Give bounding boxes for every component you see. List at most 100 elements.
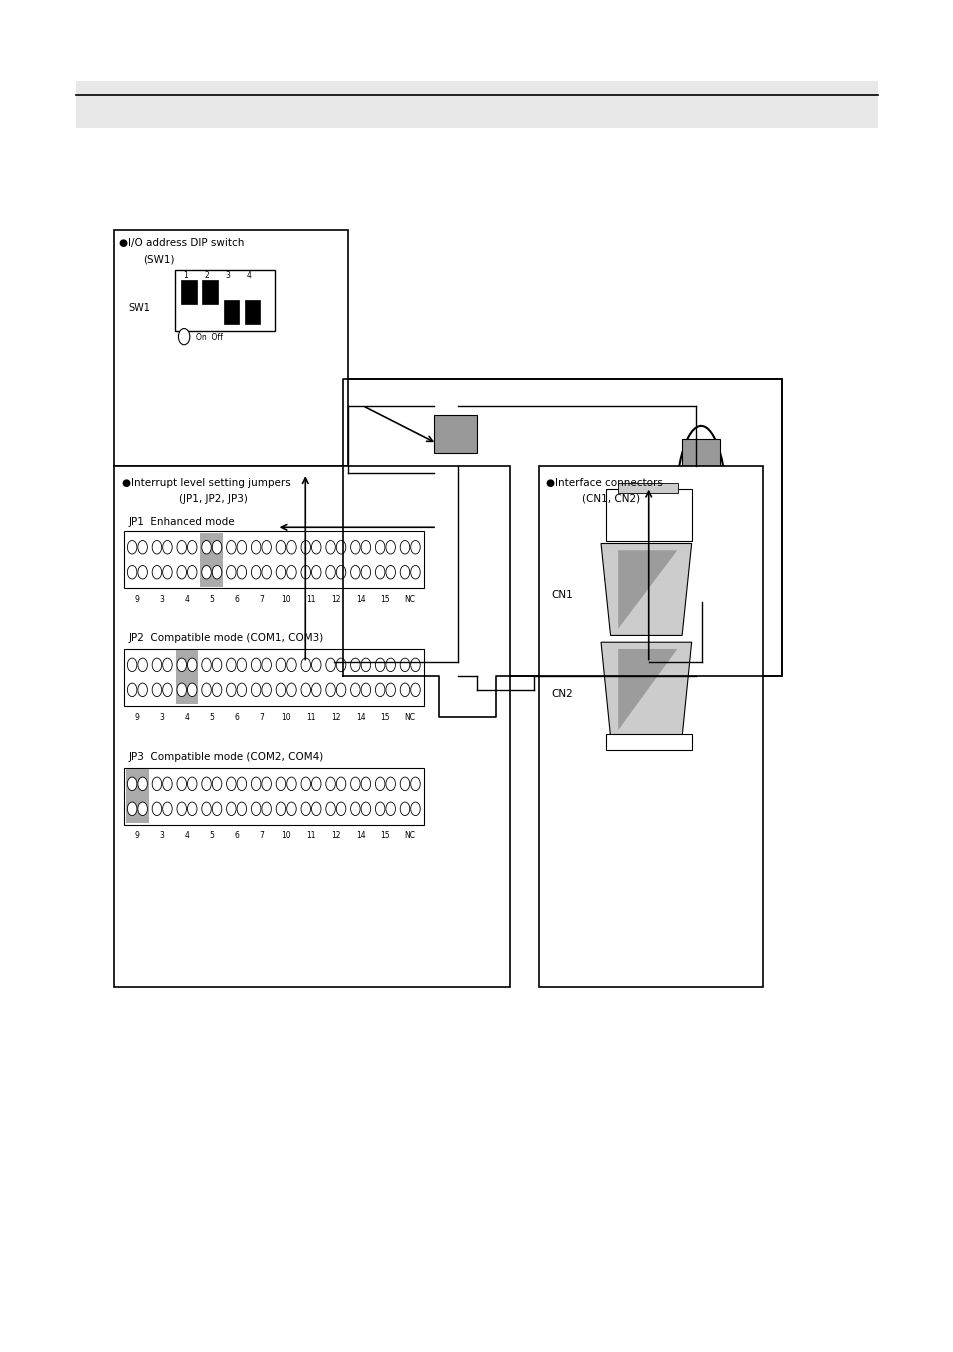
Text: 11: 11 bbox=[306, 595, 315, 604]
Circle shape bbox=[202, 658, 212, 672]
Text: 15: 15 bbox=[380, 595, 390, 604]
Text: ●Interrupt level setting jumpers: ●Interrupt level setting jumpers bbox=[122, 477, 291, 488]
Circle shape bbox=[325, 777, 335, 791]
Text: 9: 9 bbox=[134, 831, 140, 841]
Text: (CN1, CN2): (CN1, CN2) bbox=[581, 493, 639, 504]
Circle shape bbox=[385, 683, 395, 696]
Circle shape bbox=[400, 565, 409, 579]
Circle shape bbox=[252, 658, 261, 672]
Circle shape bbox=[137, 777, 147, 791]
Circle shape bbox=[252, 541, 261, 554]
Circle shape bbox=[325, 683, 335, 696]
Text: 6: 6 bbox=[233, 713, 239, 722]
Text: 7: 7 bbox=[258, 595, 264, 604]
Bar bbox=[434, 415, 476, 453]
Circle shape bbox=[212, 683, 221, 696]
Circle shape bbox=[137, 802, 147, 815]
Circle shape bbox=[301, 802, 310, 815]
Circle shape bbox=[400, 777, 409, 791]
Text: 9: 9 bbox=[134, 713, 140, 722]
Text: 11: 11 bbox=[306, 831, 315, 841]
Circle shape bbox=[236, 683, 246, 696]
Text: (SW1): (SW1) bbox=[143, 254, 174, 265]
Text: 7: 7 bbox=[258, 713, 264, 722]
Circle shape bbox=[385, 777, 395, 791]
Circle shape bbox=[128, 565, 137, 579]
Circle shape bbox=[375, 658, 384, 672]
Text: 10: 10 bbox=[281, 831, 291, 841]
Bar bbox=[538, 466, 762, 987]
Circle shape bbox=[177, 683, 187, 696]
Circle shape bbox=[137, 565, 147, 579]
Bar bbox=[114, 230, 348, 466]
Circle shape bbox=[301, 683, 310, 696]
Bar bbox=[200, 533, 223, 587]
Text: 4: 4 bbox=[184, 831, 190, 841]
Circle shape bbox=[311, 658, 320, 672]
Text: 10: 10 bbox=[281, 713, 291, 722]
Circle shape bbox=[276, 683, 286, 696]
Bar bbox=[175, 650, 198, 704]
Text: 6: 6 bbox=[233, 831, 239, 841]
Circle shape bbox=[202, 802, 212, 815]
Circle shape bbox=[187, 777, 197, 791]
Polygon shape bbox=[618, 649, 677, 730]
Circle shape bbox=[177, 802, 187, 815]
Bar bbox=[681, 439, 720, 480]
Circle shape bbox=[187, 541, 197, 554]
Text: JP3  Compatible mode (COM2, COM4): JP3 Compatible mode (COM2, COM4) bbox=[129, 752, 324, 763]
Circle shape bbox=[287, 565, 295, 579]
Circle shape bbox=[351, 541, 359, 554]
Circle shape bbox=[287, 802, 295, 815]
Circle shape bbox=[311, 683, 320, 696]
Bar bbox=[124, 531, 423, 588]
Circle shape bbox=[152, 565, 162, 579]
Circle shape bbox=[212, 658, 221, 672]
Text: 5: 5 bbox=[209, 713, 214, 722]
Circle shape bbox=[335, 802, 345, 815]
Bar bbox=[434, 495, 476, 516]
Circle shape bbox=[287, 683, 295, 696]
Bar bbox=[181, 280, 196, 304]
Circle shape bbox=[236, 658, 246, 672]
Circle shape bbox=[375, 683, 384, 696]
Text: CN2: CN2 bbox=[551, 688, 573, 699]
Circle shape bbox=[400, 683, 409, 696]
Circle shape bbox=[335, 565, 345, 579]
Circle shape bbox=[177, 777, 187, 791]
Circle shape bbox=[360, 802, 370, 815]
Circle shape bbox=[128, 658, 137, 672]
Circle shape bbox=[212, 777, 221, 791]
Circle shape bbox=[261, 658, 271, 672]
Circle shape bbox=[385, 802, 395, 815]
Text: 3: 3 bbox=[159, 831, 165, 841]
Bar bbox=[343, 379, 781, 676]
Polygon shape bbox=[618, 550, 677, 629]
Bar bbox=[434, 544, 476, 565]
Circle shape bbox=[410, 683, 419, 696]
Circle shape bbox=[137, 541, 147, 554]
Circle shape bbox=[311, 565, 320, 579]
Bar bbox=[124, 649, 423, 706]
Text: 7: 7 bbox=[258, 831, 264, 841]
Circle shape bbox=[187, 683, 197, 696]
Text: 12: 12 bbox=[331, 713, 340, 722]
Circle shape bbox=[410, 802, 419, 815]
Bar bbox=[605, 489, 691, 541]
Circle shape bbox=[261, 777, 271, 791]
Circle shape bbox=[385, 541, 395, 554]
Text: SW1: SW1 bbox=[129, 303, 151, 314]
Circle shape bbox=[152, 802, 162, 815]
Bar bbox=[124, 768, 423, 825]
Circle shape bbox=[360, 565, 370, 579]
Circle shape bbox=[360, 683, 370, 696]
Text: 2: 2 bbox=[205, 272, 209, 280]
Circle shape bbox=[226, 541, 236, 554]
Circle shape bbox=[410, 541, 419, 554]
Circle shape bbox=[261, 541, 271, 554]
Text: NC: NC bbox=[404, 831, 416, 841]
Circle shape bbox=[226, 683, 236, 696]
Circle shape bbox=[301, 777, 310, 791]
Ellipse shape bbox=[674, 426, 727, 602]
Circle shape bbox=[276, 565, 286, 579]
